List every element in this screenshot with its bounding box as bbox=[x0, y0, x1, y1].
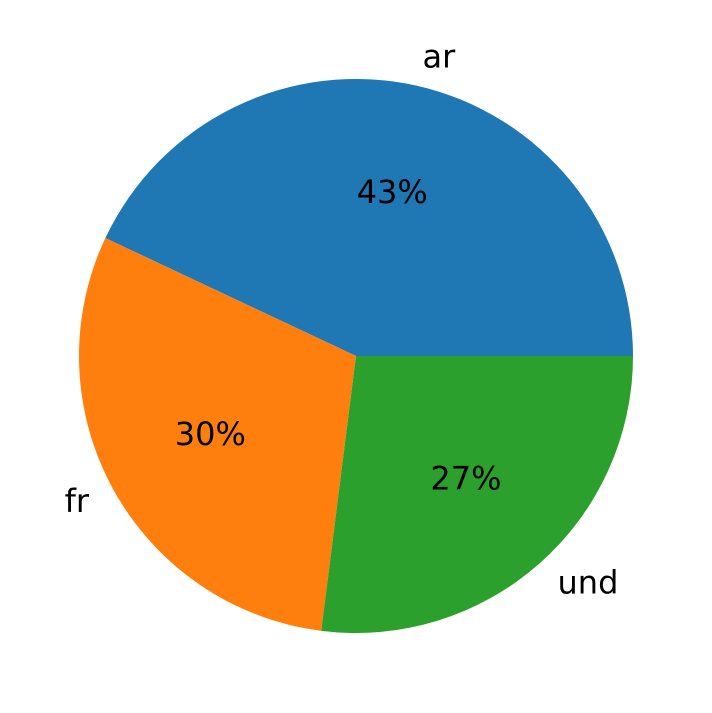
slice-label: fr bbox=[65, 482, 90, 520]
percent-label: 30% bbox=[175, 415, 246, 453]
percent-label: 27% bbox=[430, 460, 501, 498]
pie-slice bbox=[105, 79, 633, 356]
pie-slice bbox=[78, 238, 357, 631]
slice-label: und bbox=[558, 564, 619, 602]
pie-slice bbox=[321, 356, 633, 633]
slice-label: ar bbox=[422, 38, 456, 76]
percent-label: 43% bbox=[357, 173, 428, 211]
